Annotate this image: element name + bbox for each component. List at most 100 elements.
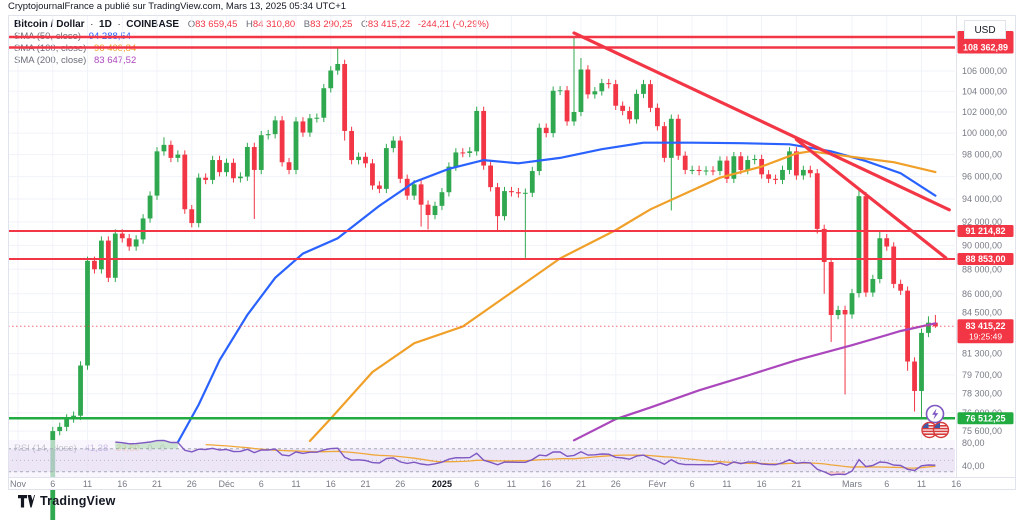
candle-body [147, 195, 153, 219]
sma200-legend-row[interactable]: SMA (200, close) 83 647,52 [14, 55, 489, 67]
sma100-line[interactable] [308, 150, 937, 443]
time-tick-label: 2025 [432, 479, 452, 489]
price-tick-label: 75 600,00 [962, 426, 1002, 436]
time-tick-label: 6 [474, 479, 479, 489]
separator: · [117, 19, 121, 30]
price-axis[interactable] [956, 16, 1016, 478]
rsi-ma-line[interactable] [205, 443, 936, 469]
rsi-line[interactable] [115, 439, 936, 476]
candle-body [641, 84, 646, 94]
close-label: C [361, 19, 368, 30]
candle-body [536, 127, 542, 172]
time-tick-label: 6 [50, 479, 55, 489]
chart-widget-border [8, 15, 1016, 490]
exchange-label: COINBASE [126, 19, 180, 30]
candle-body [502, 191, 507, 217]
time-tick-label: Mars [842, 479, 862, 489]
candle-body [752, 158, 758, 161]
candle-body [933, 322, 938, 327]
candle-body [682, 155, 688, 170]
candle-body [703, 170, 709, 172]
reaction-badges[interactable] [921, 404, 950, 439]
candle-body [606, 83, 612, 85]
candle-body [655, 107, 660, 127]
time-tick-label: 26 [187, 479, 197, 489]
sma200-line[interactable] [572, 322, 937, 442]
time-tick-label: 16 [757, 479, 767, 489]
price-tick-label: 90 000,00 [962, 240, 1002, 250]
candle-body [314, 117, 320, 119]
candle-body [884, 238, 890, 247]
grid-layer [8, 16, 955, 478]
candle-body [807, 169, 813, 174]
candle-body [161, 144, 167, 152]
candle-body [745, 160, 751, 170]
sma50-line[interactable] [176, 141, 937, 444]
time-tick-label: 11 [291, 479, 300, 489]
candle-body [182, 154, 188, 210]
symbol-title: Bitcoin / Dollar [14, 19, 85, 30]
trendline[interactable] [572, 31, 951, 212]
candle-body [821, 228, 827, 263]
candle-body [272, 120, 278, 135]
time-tick-label: Déc [218, 479, 235, 489]
candle-body [356, 156, 361, 161]
price-tick-label: 79 700,00 [962, 370, 1002, 380]
time-tick-label: 16 [326, 479, 336, 489]
candle-body [585, 69, 591, 95]
time-axis[interactable] [8, 477, 1016, 490]
candle-body [210, 160, 215, 180]
time-tick-label: 11 [722, 479, 731, 489]
candle-body [349, 130, 354, 161]
candle-body [731, 156, 737, 179]
candle-body [453, 152, 459, 167]
candle-body [474, 110, 480, 152]
currency-box[interactable] [964, 20, 1006, 39]
candle-body [522, 192, 528, 194]
time-tick-label: 21 [152, 479, 162, 489]
price-tick-label: 106 000,00 [962, 66, 1007, 76]
candle-body [377, 185, 382, 189]
candle-body [898, 283, 904, 291]
candle-body [912, 361, 917, 391]
time-tick-label: 26 [611, 479, 621, 489]
bar-countdown-text: 19:25:49 [969, 331, 1002, 341]
candle-body [126, 238, 132, 247]
current-price-text: 83 415,22 [965, 321, 1005, 331]
candle-body [119, 233, 125, 239]
candle-body [842, 309, 848, 315]
candle-body [696, 169, 702, 172]
flag-badge[interactable] [921, 421, 938, 439]
candle-body [99, 240, 104, 270]
time-tick-label: 11 [917, 479, 926, 489]
candle-body [794, 151, 799, 176]
candle-body [258, 135, 264, 170]
candle-body [64, 418, 70, 427]
trendline[interactable] [794, 137, 948, 260]
candle-body [717, 160, 723, 172]
candle-body [397, 140, 403, 179]
time-tick-label: 11 [83, 479, 92, 489]
candle-body [599, 83, 605, 92]
price-tick-label: 84 500,00 [962, 308, 1002, 318]
candle-body [835, 309, 841, 316]
candle-body [265, 134, 271, 136]
tradingview-footer[interactable]: TradingView [18, 494, 116, 508]
flag-badge[interactable] [932, 421, 950, 439]
low-label: B [303, 19, 311, 30]
time-tick-label: 16 [541, 479, 551, 489]
candle-body [689, 169, 695, 171]
candle-body [773, 178, 778, 180]
time-tick-label: 6 [259, 479, 264, 489]
price-tick-label: 92 000,00 [962, 217, 1002, 227]
time-tick-label: 16 [951, 479, 961, 489]
candle-body [766, 174, 771, 179]
attribution-text: CryptojournalFrance a publié sur Trading… [8, 1, 347, 12]
candle-body [870, 279, 876, 293]
candle-body [439, 192, 445, 206]
price-tick-label: 104 000,00 [962, 86, 1007, 96]
rsi-zone-fill [115, 440, 178, 449]
candle-body [919, 332, 924, 391]
candle-body [300, 121, 306, 133]
